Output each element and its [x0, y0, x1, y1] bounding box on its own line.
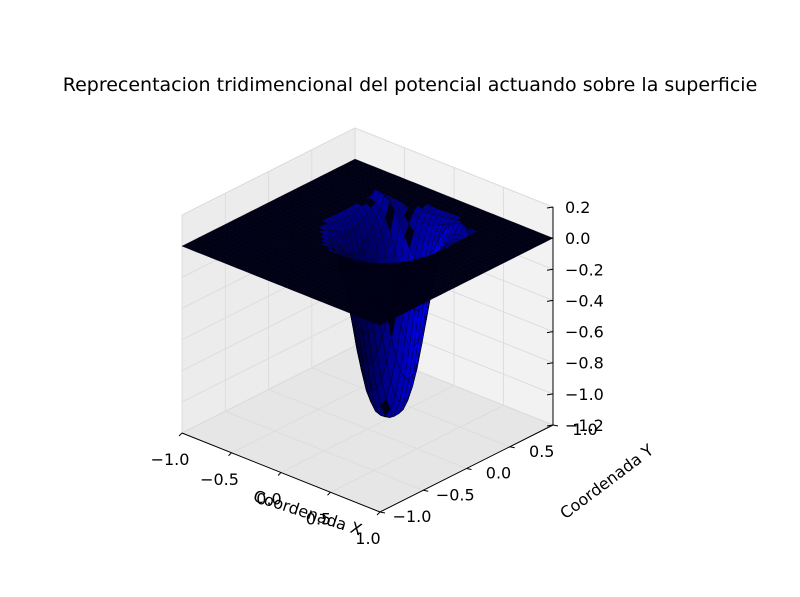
axes: −1.0−0.50.00.51.0−1.0−0.50.00.51.0−1.2−1…: [151, 198, 604, 548]
x-tick: [228, 452, 232, 457]
x-tick-label: −0.5: [200, 470, 239, 489]
z-tick: [546, 206, 554, 209]
surface-face: [374, 320, 385, 326]
y-tick: [423, 489, 429, 492]
z-tick-label: −1.2: [565, 416, 604, 435]
z-tick: [546, 393, 554, 396]
y-tick-label: 1.0: [572, 420, 597, 439]
y-tick: [379, 511, 386, 514]
z-tick-label: −0.4: [565, 291, 604, 310]
y-tick: [552, 424, 559, 427]
y-tick: [509, 446, 515, 449]
x-tick-label: 0.0: [256, 490, 281, 509]
y-tick-label: 0.0: [486, 464, 511, 483]
y-tick: [466, 468, 472, 470]
surface-plot: [181, 158, 554, 418]
z-tick: [546, 299, 554, 302]
z-tick-label: −1.0: [565, 385, 604, 404]
chart-title: Reprecentacion tridimencional del potenc…: [63, 74, 758, 96]
x-tick-label: 0.5: [306, 509, 331, 528]
z-tick: [546, 424, 554, 427]
x-tick-label: 1.0: [355, 529, 380, 548]
y-tick-label: −1.0: [393, 507, 432, 526]
x-tick: [327, 491, 331, 496]
x-tick: [376, 511, 381, 516]
z-tick: [546, 362, 554, 365]
z-tick: [546, 268, 554, 271]
z-tick-label: 0.2: [565, 198, 590, 217]
x-tick: [277, 472, 282, 476]
x-tick-label: −1.0: [151, 450, 190, 469]
z-tick: [546, 237, 554, 240]
y-tick-label: 0.5: [529, 442, 554, 461]
z-tick: [546, 331, 554, 334]
z-tick-label: −0.8: [565, 354, 604, 373]
y-axis-label: Coordenada Y: [556, 440, 657, 523]
x-tick: [178, 432, 183, 437]
z-tick-label: 0.0: [565, 229, 590, 248]
y-tick-label: −0.5: [436, 485, 475, 504]
z-tick-label: −0.2: [565, 260, 604, 279]
z-tick-label: −0.6: [565, 323, 604, 342]
